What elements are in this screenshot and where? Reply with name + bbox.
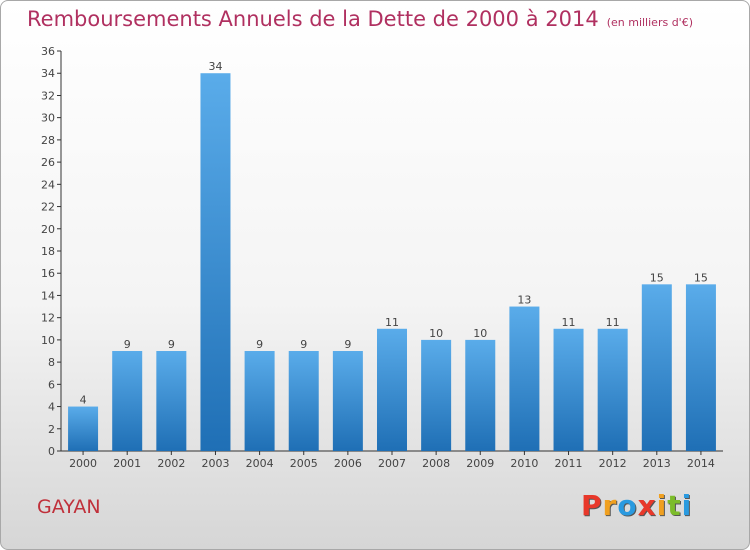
- bar: [244, 351, 275, 451]
- bar-value-label: 10: [473, 327, 487, 340]
- y-tick-label: 12: [41, 312, 55, 325]
- bar: [553, 328, 584, 451]
- logo-letter: r: [602, 489, 618, 522]
- bar-value-label: 4: [80, 394, 87, 407]
- bar: [509, 306, 540, 451]
- bar: [200, 73, 231, 451]
- y-tick-label: 4: [48, 401, 55, 414]
- x-tick-label: 2002: [157, 457, 185, 470]
- x-tick-label: 2010: [510, 457, 538, 470]
- x-tick-label: 2014: [687, 457, 715, 470]
- bar: [597, 328, 628, 451]
- bar: [332, 351, 363, 451]
- x-tick-label: 2006: [334, 457, 362, 470]
- logo-letter: i: [656, 489, 668, 522]
- x-tick-label: 2011: [555, 457, 583, 470]
- x-tick-label: 2009: [466, 457, 494, 470]
- bar-value-label: 11: [562, 316, 576, 329]
- y-tick-label: 36: [41, 45, 55, 58]
- bar-value-label: 9: [168, 338, 175, 351]
- bar-value-label: 15: [694, 271, 708, 284]
- x-tick-label: 2003: [201, 457, 229, 470]
- x-tick-label: 2007: [378, 457, 406, 470]
- y-tick-label: 34: [41, 67, 55, 80]
- bar: [465, 339, 496, 451]
- logo-letter: x: [637, 489, 657, 522]
- y-tick-label: 16: [41, 267, 55, 280]
- y-tick-label: 6: [48, 378, 55, 391]
- chart-title: Remboursements Annuels de la Dette de 20…: [27, 7, 599, 31]
- bar: [685, 284, 716, 451]
- x-tick-label: 2004: [246, 457, 274, 470]
- bar-value-label: 34: [208, 60, 222, 73]
- x-tick-label: 2005: [290, 457, 318, 470]
- bar: [421, 339, 452, 451]
- y-tick-label: 28: [41, 134, 55, 147]
- x-tick-label: 2012: [599, 457, 627, 470]
- y-tick-label: 10: [41, 334, 55, 347]
- y-tick-label: 26: [41, 156, 55, 169]
- bar-value-label: 9: [300, 338, 307, 351]
- bar-value-label: 15: [650, 271, 664, 284]
- y-tick-label: 30: [41, 112, 55, 125]
- bar-value-label: 9: [124, 338, 131, 351]
- chart-title-block: Remboursements Annuels de la Dette de 20…: [27, 7, 693, 31]
- x-tick-label: 2001: [113, 457, 141, 470]
- bar-value-label: 9: [256, 338, 263, 351]
- y-tick-label: 24: [41, 178, 55, 191]
- bar-value-label: 11: [606, 316, 620, 329]
- x-tick-label: 2013: [643, 457, 671, 470]
- proxiti-logo: Proxiti: [581, 489, 692, 522]
- x-tick-label: 2000: [69, 457, 97, 470]
- bar: [68, 406, 99, 451]
- city-name: GAYAN: [37, 496, 101, 518]
- y-tick-label: 14: [41, 289, 55, 302]
- bar: [641, 284, 672, 451]
- y-tick-label: 22: [41, 201, 55, 214]
- logo-letter: P: [581, 489, 603, 522]
- y-tick-label: 2: [48, 423, 55, 436]
- bar-value-label: 13: [517, 294, 531, 307]
- y-tick-label: 0: [48, 445, 55, 458]
- bar-value-label: 10: [429, 327, 443, 340]
- logo-letter: i: [681, 489, 693, 522]
- bar: [377, 328, 407, 451]
- y-tick-label: 18: [41, 245, 55, 258]
- chart-unit: (en milliers d'€): [606, 16, 693, 29]
- y-tick-label: 20: [41, 223, 55, 236]
- y-tick-label: 8: [48, 356, 55, 369]
- logo-letter: o: [617, 489, 638, 522]
- bar-value-label: 9: [344, 338, 351, 351]
- logo-letter: t: [667, 489, 682, 522]
- x-tick-label: 2008: [422, 457, 450, 470]
- bar: [288, 351, 319, 451]
- bar: [112, 351, 143, 451]
- bar: [156, 351, 187, 451]
- bar-value-label: 11: [385, 316, 399, 329]
- y-tick-label: 32: [41, 89, 55, 102]
